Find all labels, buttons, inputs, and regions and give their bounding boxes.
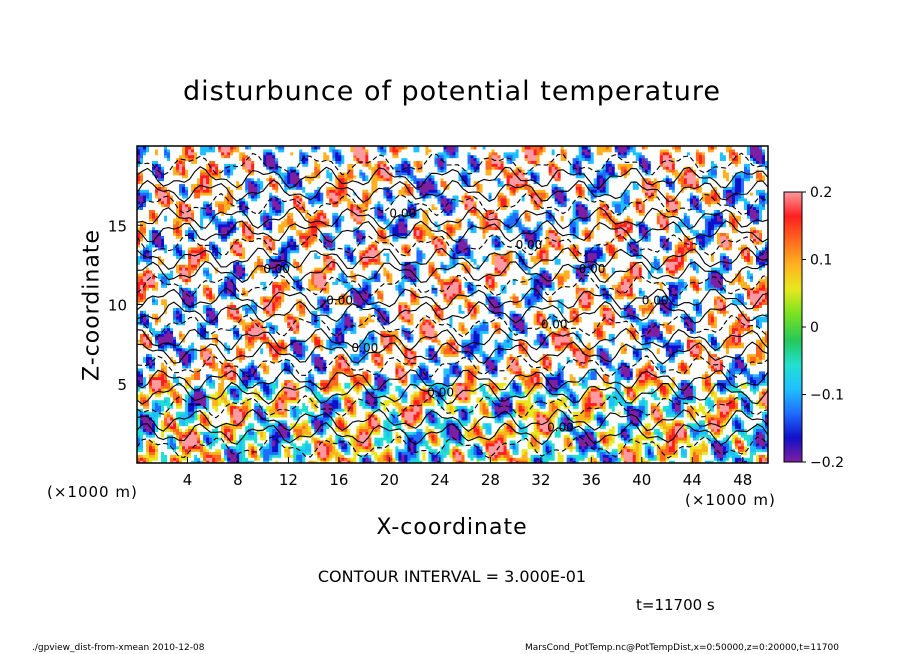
x-tick-label: 40 (632, 471, 651, 489)
chart-title: disturbunce of potential temperature (0, 76, 904, 107)
x-tick-label: 28 (481, 471, 500, 489)
colorbar-tick-label: −0.2 (810, 455, 844, 471)
x-tick-label: 4 (183, 471, 193, 489)
y-axis: 5 10 15 (108, 217, 143, 394)
x-tick-label: 20 (380, 471, 399, 489)
colorbar-tick-label: 0.1 (810, 253, 832, 269)
footer-left: ./gpview_dist-from-xmean 2010-12-08 (32, 643, 204, 653)
y-tick-label: 15 (108, 217, 127, 235)
contour-label: 0.00 (516, 238, 543, 252)
x-tick-label: 36 (582, 471, 601, 489)
contour-interval: CONTOUR INTERVAL = 3.000E-01 (0, 567, 904, 586)
y-tick-label: 5 (117, 376, 127, 394)
colorbar (783, 191, 803, 463)
x-tick-label: 48 (733, 471, 752, 489)
contour-labels: 0.00 0.00 0.00 0.00 0.00 0.00 0.00 0.00 0.00 0.00 (263, 206, 668, 434)
x-tick-label: 24 (430, 471, 449, 489)
x-tick-label: 44 (683, 471, 702, 489)
contour-label: 0.00 (326, 294, 353, 308)
contour-label: 0.00 (579, 262, 606, 276)
contour-lines (137, 152, 768, 459)
contour-label: 0.00 (263, 262, 290, 276)
contour-label: 0.00 (427, 385, 454, 399)
x-tick-label: 16 (329, 471, 348, 489)
x-tick-label: 8 (233, 471, 243, 489)
contour-label: 0.00 (352, 341, 379, 355)
heatmap-field (137, 146, 768, 463)
x-unit-label: (×1000 m) (685, 491, 776, 509)
time-label: t=11700 s (636, 596, 715, 614)
contour-label: 0.00 (547, 420, 574, 434)
colorbar-tick-label: −0.1 (810, 388, 844, 404)
x-tick-label: 12 (279, 471, 298, 489)
footer-right: MarsCond_PotTemp.nc@PotTempDist,x=0:5000… (525, 643, 839, 653)
colorbar-ticks: 0.2 0.1 0 −0.1 −0.2 (802, 185, 844, 471)
x-tick-label: 32 (531, 471, 550, 489)
contour-label: 0.00 (642, 294, 669, 308)
colorbar-tick-label: 0 (810, 320, 819, 336)
x-axis: 4 8 12 16 20 24 28 32 36 40 44 48 (183, 457, 752, 489)
y-tick-label: 10 (108, 297, 127, 315)
x-axis-label: X-coordinate (0, 515, 904, 540)
y-axis-label: Z-coordinate (80, 229, 105, 381)
y-unit-label: (×1000 m) (47, 483, 138, 501)
contour-label: 0.00 (541, 317, 568, 331)
colorbar-tick-label: 0.2 (810, 185, 832, 201)
contour-label: 0.00 (389, 206, 416, 220)
